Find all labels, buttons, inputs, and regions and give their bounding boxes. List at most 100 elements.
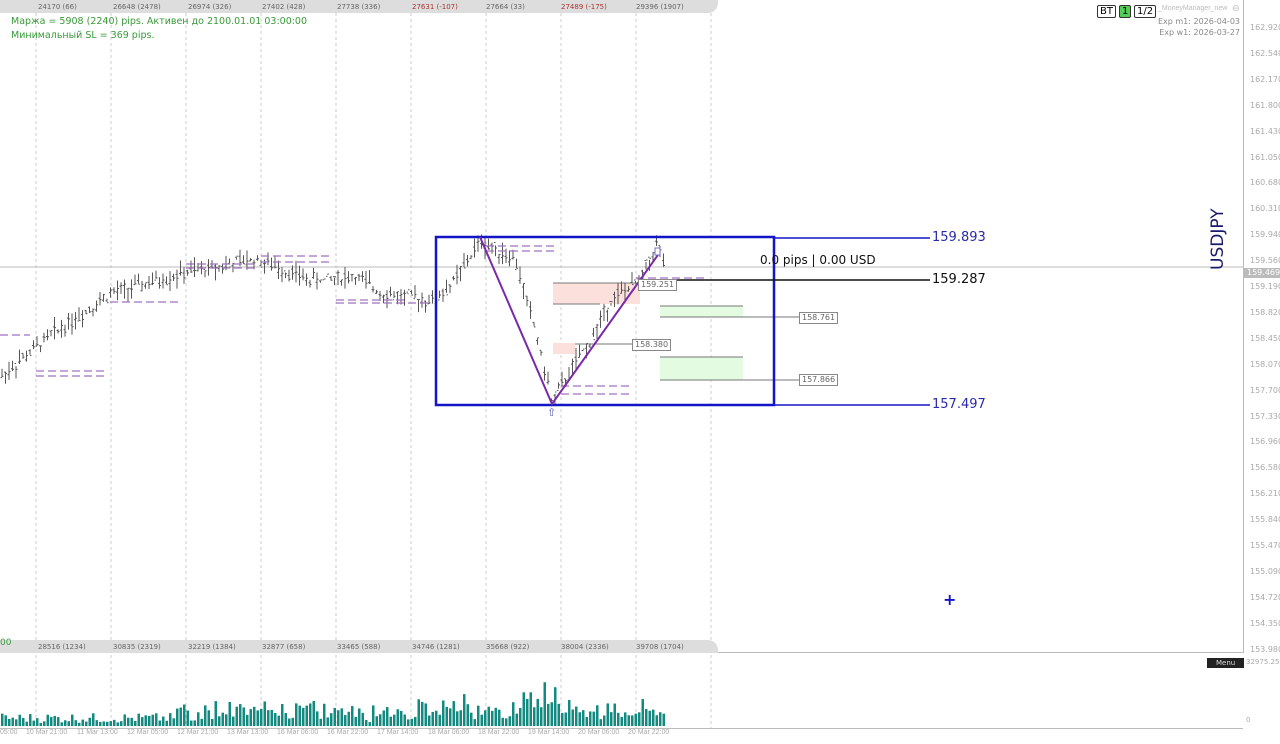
volume-bar [456, 711, 459, 726]
volume-bar [165, 720, 168, 726]
current-price-tag: 159.469 [1244, 268, 1280, 278]
price-axis-label: 157.700 [1250, 385, 1280, 395]
volume-bar [1, 713, 4, 726]
time-axis-label: 10 Mar 21:00 [26, 729, 68, 736]
menu-button[interactable]: Menu [1207, 658, 1245, 668]
time-axis-label: 12 Mar 21:00 [177, 729, 219, 736]
volume-bar [624, 712, 627, 726]
volume-bar [498, 709, 501, 726]
volume-bar [585, 716, 588, 726]
close-circle-icon[interactable]: ⊖ [1232, 4, 1240, 14]
volume-bar [46, 714, 49, 726]
one-button[interactable]: 1 [1119, 5, 1132, 18]
volume-bar [543, 682, 546, 726]
volume-bar [88, 717, 91, 726]
volume-bar [659, 712, 662, 726]
volume-bar [648, 710, 651, 726]
volume-bar [228, 702, 231, 726]
volume-bar [596, 705, 599, 726]
volume-bar [655, 715, 658, 726]
crosshair-icon[interactable]: + [943, 590, 957, 609]
volume-bar [218, 716, 221, 726]
volume-bar [74, 720, 77, 726]
volume-bar [67, 721, 70, 726]
volume-bar [32, 720, 35, 726]
price-axis-label: 161.050 [1250, 152, 1280, 162]
volume-bar [414, 716, 417, 726]
bottom-band-label: 32877 (658) [262, 643, 306, 651]
volume-bar [575, 706, 578, 726]
volume-bar [533, 707, 536, 726]
volume-bar [193, 720, 196, 726]
bt-button[interactable]: BT [1097, 5, 1116, 18]
pink-zone [553, 343, 575, 354]
volume-bar [186, 710, 189, 726]
volume-bar [53, 715, 56, 726]
price-axis-label: 160.680 [1250, 178, 1280, 188]
volume-bar [85, 721, 88, 726]
top-band-label: 27631 (-107) [412, 3, 458, 11]
volume-bar [652, 709, 655, 726]
volume-bar [319, 718, 322, 726]
volume-bar [445, 706, 448, 726]
volume-bar [333, 707, 336, 726]
volume-bar [183, 704, 186, 726]
price-axis-label: 157.330 [1250, 411, 1280, 421]
volume-bar [81, 719, 84, 726]
volume-bar [204, 705, 207, 726]
half-button[interactable]: 1/2 [1134, 5, 1157, 18]
volume-bar [57, 717, 60, 726]
band-left-label: 00 [0, 638, 12, 648]
volume-bar [484, 710, 487, 726]
symbol-label: USDJPY [1208, 208, 1228, 270]
volume-bar [645, 709, 648, 726]
price-axis-label: 161.800 [1250, 100, 1280, 110]
volume-bar [620, 716, 623, 726]
top-band-label: 24170 (66) [38, 3, 77, 11]
volume-bar [571, 709, 574, 726]
volume-bar [375, 716, 378, 726]
volume-bar [393, 714, 396, 726]
volume-bar [389, 716, 392, 726]
price-axis-label: 154.350 [1250, 618, 1280, 628]
volume-bar [550, 702, 553, 726]
price-axis-label: 158.450 [1250, 333, 1280, 343]
volume-bar [382, 710, 385, 726]
volume-bar [256, 710, 259, 726]
price-axis-label: 155.090 [1250, 566, 1280, 576]
volume-bar [291, 717, 294, 726]
volume-bar [508, 716, 511, 726]
volume-bar [515, 713, 518, 726]
bottom-band-label: 33465 (588) [337, 643, 381, 651]
volume-bar [340, 708, 343, 726]
volume-bar [277, 715, 280, 726]
up-arrow-icon: ⇧ [547, 406, 557, 419]
volume-bar [638, 712, 641, 726]
bottom-band-label: 35668 (922) [486, 643, 530, 651]
volume-bar [526, 698, 529, 726]
volume-bar [568, 700, 571, 726]
volume-bar [127, 717, 130, 726]
bottom-counter-band: 00 28516 (1234) 30835 (2319) 32219 (1384) 3… [0, 638, 718, 653]
volume-bar [582, 710, 585, 726]
price-axis-label: 156.580 [1250, 463, 1280, 473]
volume-bar [64, 720, 67, 726]
top-band-label: 27738 (336) [337, 3, 381, 11]
volume-bar [519, 708, 522, 726]
volume-bar [547, 703, 550, 726]
volume-bar [361, 712, 364, 726]
label-158761: 158.761 [799, 312, 839, 324]
volume-bar [564, 712, 567, 726]
volume-bar [641, 699, 644, 726]
time-axis-label: 19 Mar 14:00 [528, 729, 570, 736]
volume-bar [354, 716, 357, 726]
volume-bar [242, 707, 245, 726]
volume-bar [141, 717, 144, 726]
green-zone [660, 357, 743, 380]
volume-bar [235, 706, 238, 726]
volume-bar [43, 721, 46, 726]
volume-bar [288, 718, 291, 726]
volume-bar [102, 721, 105, 726]
top-counter-band: 24170 (66) 26648 (2478) 26974 (326) 27402 (… [0, 0, 718, 13]
